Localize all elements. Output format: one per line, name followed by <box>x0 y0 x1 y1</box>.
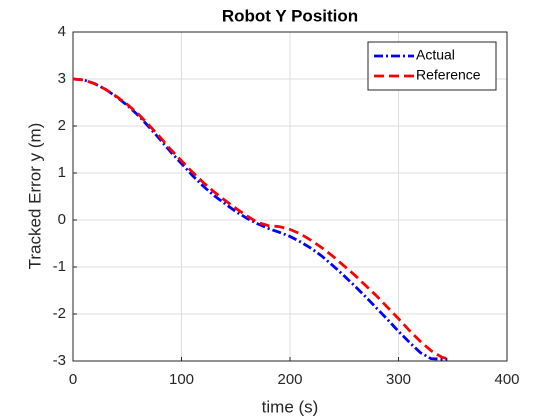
x-tick-label: 200 <box>277 371 302 388</box>
x-tick-label: 300 <box>386 371 411 388</box>
legend-box <box>367 41 497 91</box>
y-tick-label: 2 <box>58 117 66 134</box>
y-tick-label: -2 <box>53 305 66 322</box>
data-line <box>72 77 448 361</box>
x-tick-label: 400 <box>494 371 519 388</box>
legend-label: Actual <box>416 47 455 63</box>
y-tick-label: 1 <box>58 164 66 181</box>
plot-frame <box>72 31 508 362</box>
legend-label: Reference <box>416 67 481 83</box>
x-axis-label: time (s) <box>262 397 319 416</box>
y-axis-label: Tracked Error y (m) <box>25 123 44 270</box>
data-line <box>72 77 448 361</box>
x-tick-label: 0 <box>69 371 77 388</box>
y-tick-label: -1 <box>53 258 66 275</box>
y-tick-label: -3 <box>53 352 66 369</box>
y-tick-label: 0 <box>58 211 66 228</box>
chart-title: Robot Y Position <box>222 6 358 25</box>
x-tick-label: 100 <box>169 371 194 388</box>
y-tick-label: 3 <box>58 70 66 87</box>
y-tick-label: 4 <box>58 23 66 40</box>
